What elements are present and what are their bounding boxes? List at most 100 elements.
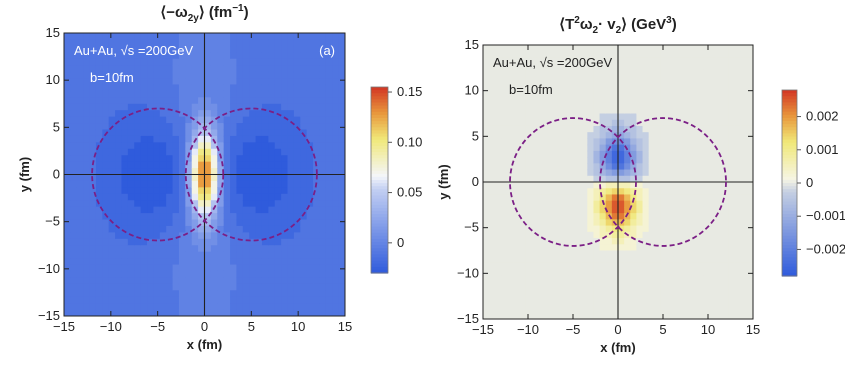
heatmap-cell xyxy=(64,90,71,98)
heatmap-cell xyxy=(70,148,78,156)
heatmap-cell xyxy=(121,97,129,105)
heatmap-cell xyxy=(581,45,588,52)
heatmap-cell xyxy=(230,103,238,111)
colorbar-segment xyxy=(782,220,797,224)
heatmap-cell xyxy=(242,283,250,291)
heatmap-cell xyxy=(159,110,167,118)
heatmap-cell xyxy=(587,188,595,196)
heatmap-cell xyxy=(562,188,570,196)
heatmap-cell xyxy=(703,45,711,52)
heatmap-cell xyxy=(178,258,186,266)
heatmap-cell xyxy=(581,250,588,258)
heatmap-cell xyxy=(562,138,570,146)
heatmap-cell xyxy=(102,277,110,285)
heatmap-cell xyxy=(223,71,231,79)
heatmap-cell xyxy=(95,123,103,131)
heatmap-cell xyxy=(544,188,552,196)
heatmap-cell xyxy=(242,155,250,163)
heatmap-cell xyxy=(691,194,699,202)
heatmap-cell xyxy=(525,206,533,214)
heatmap-cell xyxy=(325,71,333,79)
heatmap-cell xyxy=(338,129,345,137)
heatmap-cell xyxy=(624,312,631,319)
heatmap-cell xyxy=(217,277,225,285)
heatmap-cell xyxy=(495,125,503,133)
heatmap-cell xyxy=(648,269,656,277)
heatmap-cell xyxy=(255,103,263,111)
heatmap-cell xyxy=(697,63,705,71)
colorbar-segment xyxy=(371,226,388,231)
heatmap-cell xyxy=(519,269,527,277)
heatmap-cell xyxy=(293,264,301,272)
heatmap-cell xyxy=(697,107,705,115)
heatmap-cell xyxy=(159,290,167,298)
heatmap-cell xyxy=(648,163,656,171)
heatmap-cell xyxy=(544,132,552,140)
heatmap-cell xyxy=(642,238,650,245)
heatmap-cell xyxy=(332,264,340,272)
heatmap-cell xyxy=(636,213,644,220)
heatmap-cell xyxy=(121,148,129,156)
heatmap-cell xyxy=(618,312,625,319)
heatmap-cell xyxy=(673,188,680,196)
heatmap-cell xyxy=(660,225,668,233)
heatmap-cell xyxy=(108,45,116,53)
heatmap-cell xyxy=(501,45,509,52)
heatmap-cell xyxy=(64,58,71,66)
heatmap-cell xyxy=(501,113,509,121)
x-tick-label: 5 xyxy=(659,322,666,337)
heatmap-cell xyxy=(556,306,564,314)
heatmap-cell xyxy=(127,174,135,182)
colorbar-segment xyxy=(371,251,388,255)
heatmap-cell xyxy=(178,129,186,137)
heatmap-cell xyxy=(697,244,705,252)
heatmap-cell xyxy=(313,283,321,291)
heatmap-cell xyxy=(198,142,206,150)
heatmap-cell xyxy=(89,103,97,111)
heatmap-cell xyxy=(102,213,110,221)
heatmap-cell xyxy=(102,84,110,92)
heatmap-cell xyxy=(70,155,78,163)
heatmap-cell xyxy=(140,232,148,240)
heatmap-cell xyxy=(605,294,613,301)
heatmap-cell xyxy=(532,101,539,108)
heatmap-cell xyxy=(293,270,301,279)
heatmap-cell xyxy=(550,94,558,102)
heatmap-cell xyxy=(325,309,333,316)
heatmap-cell xyxy=(716,101,723,108)
colorbar-segment xyxy=(782,248,797,252)
heatmap-cell xyxy=(667,119,674,127)
heatmap-cell xyxy=(740,119,748,127)
heatmap-cell xyxy=(581,82,588,90)
heatmap-cell xyxy=(728,182,736,189)
heatmap-cell xyxy=(550,244,558,252)
heatmap-cell xyxy=(679,63,687,71)
heatmap-cell xyxy=(587,113,595,121)
heatmap-cell xyxy=(236,174,244,182)
heatmap-cell xyxy=(673,269,680,277)
heatmap-cell xyxy=(740,82,748,90)
heatmap-cell xyxy=(483,107,490,115)
heatmap-cell xyxy=(159,270,167,279)
heatmap-cell xyxy=(102,290,110,298)
heatmap-cell xyxy=(230,45,238,53)
heatmap-cell xyxy=(76,180,84,188)
heatmap-cell xyxy=(624,138,631,146)
heatmap-cell xyxy=(618,244,625,252)
heatmap-cell xyxy=(740,225,748,233)
heatmap-cell xyxy=(64,161,71,169)
heatmap-cell xyxy=(185,116,193,124)
heatmap-cell xyxy=(210,270,218,279)
heatmap-cell xyxy=(313,245,321,253)
heatmap-cell xyxy=(624,107,631,115)
heatmap-cell xyxy=(562,144,570,152)
heatmap-cell xyxy=(685,188,693,196)
heatmap-cell xyxy=(287,245,295,253)
heatmap-cell xyxy=(667,157,674,164)
heatmap-cell xyxy=(703,294,711,301)
heatmap-cell xyxy=(734,107,742,115)
heatmap-cell xyxy=(624,294,631,301)
heatmap-cell xyxy=(489,188,496,196)
heatmap-cell xyxy=(544,200,552,208)
heatmap-cell xyxy=(325,245,333,253)
